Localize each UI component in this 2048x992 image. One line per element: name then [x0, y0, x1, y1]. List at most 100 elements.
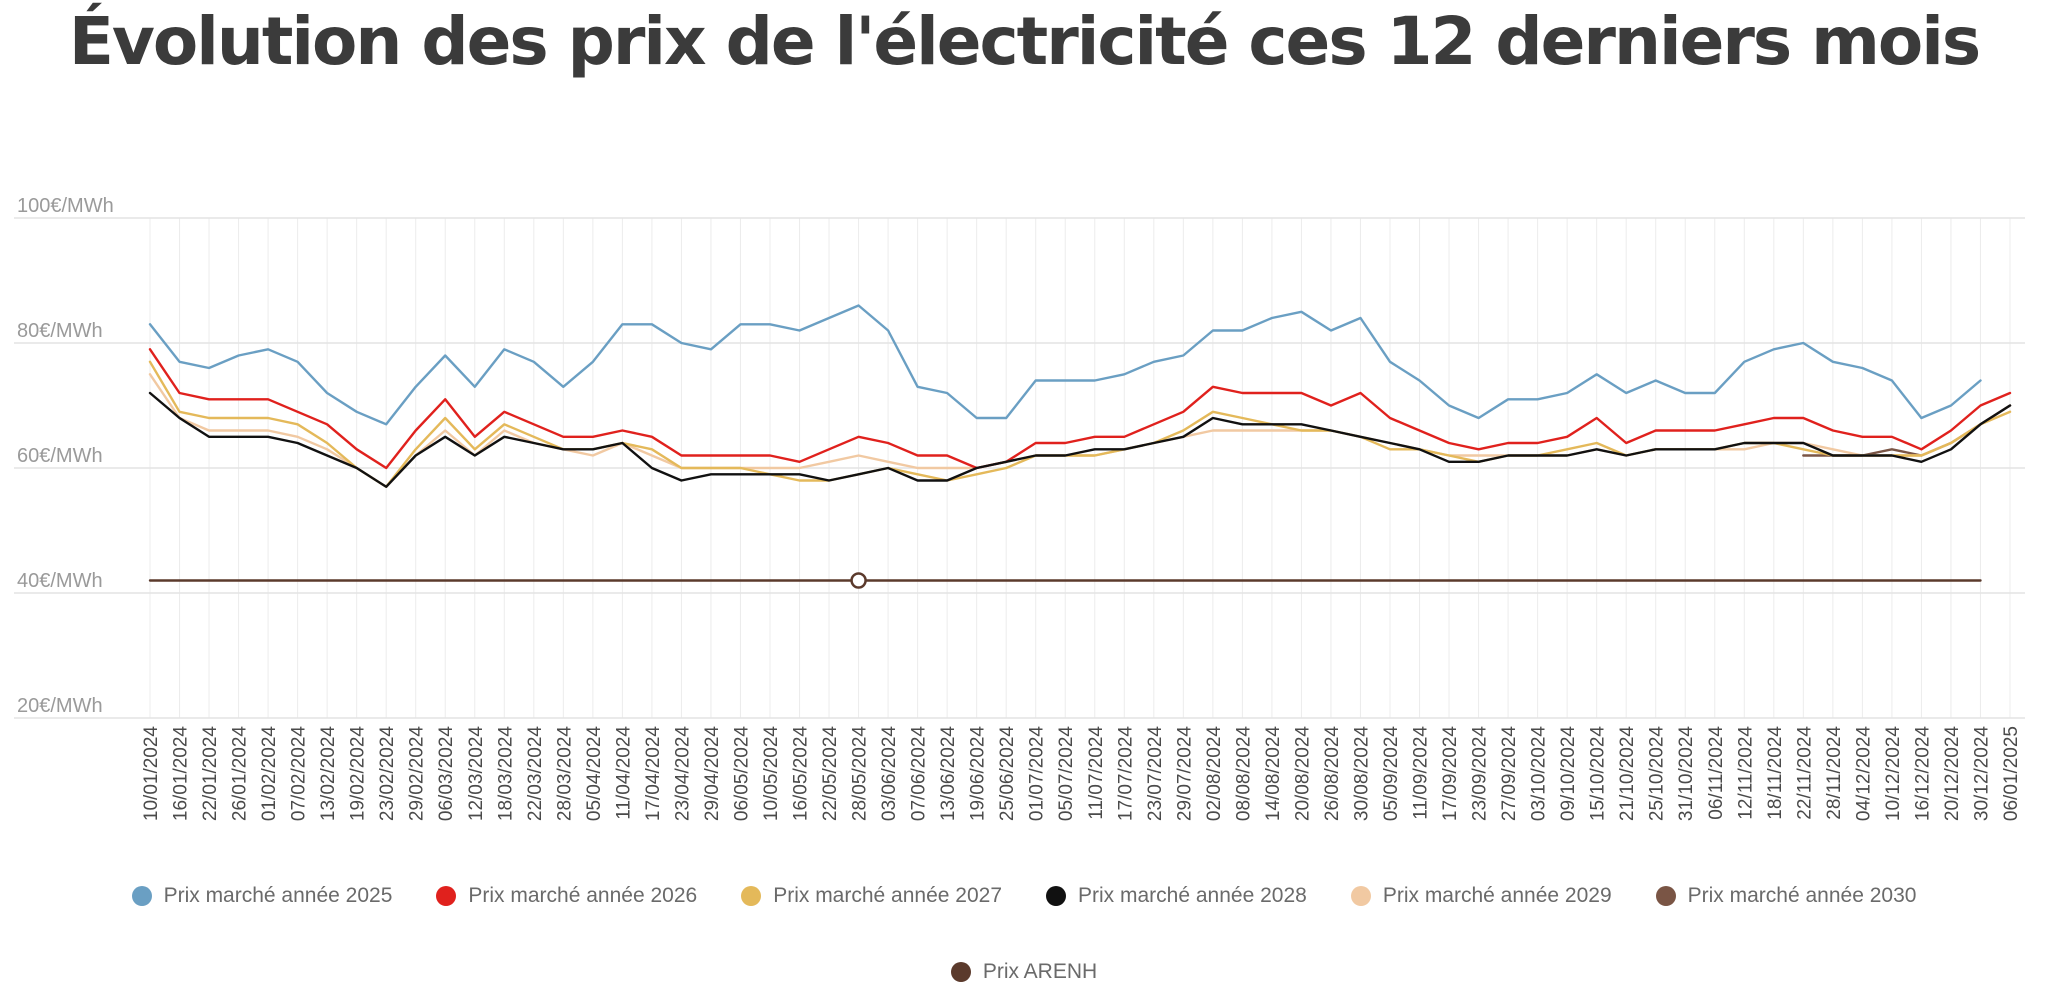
legend-item-5[interactable]: Prix marché année 2029 — [1350, 876, 1612, 916]
x-tick-label: 03/06/2024 — [879, 726, 900, 822]
series-lines — [148, 304, 2012, 582]
legend-dot-icon — [1655, 886, 1676, 906]
y-axis-ticks: 100€/MWh 80€/MWh 60€/MWh 40€/MWh 20€/MWh — [17, 195, 114, 717]
legend: Prix marché année 2025 Prix marché année … — [0, 876, 2048, 992]
x-tick-label: 29/07/2024 — [1174, 726, 1195, 822]
x-tick-label: 21/10/2024 — [1617, 726, 1638, 822]
x-tick-label: 16/05/2024 — [791, 726, 812, 822]
x-tick-label: 06/01/2025 — [2001, 726, 2022, 821]
x-tick-label: 29/04/2024 — [702, 726, 723, 822]
x-tick-label: 01/07/2024 — [1027, 726, 1048, 822]
x-tick-label: 06/03/2024 — [436, 726, 457, 822]
line-chart: 100€/MWh 80€/MWh 60€/MWh 40€/MWh 20€/MWh 10/… — [14, 195, 2025, 822]
x-tick-label: 30/12/2024 — [1971, 726, 1992, 822]
x-tick-label: 05/09/2024 — [1381, 726, 1402, 822]
x-tick-label: 05/04/2024 — [584, 726, 605, 822]
x-tick-label: 17/04/2024 — [643, 726, 664, 822]
legend-dot-icon — [741, 886, 762, 906]
legend-item-1[interactable]: Prix marché année 2025 — [131, 876, 393, 916]
x-tick-label: 23/04/2024 — [672, 726, 693, 822]
series-line-5[interactable] — [148, 373, 2012, 488]
legend-item-7[interactable]: Prix ARENH — [950, 952, 1098, 992]
legend-label: Prix marché année 2028 — [1078, 884, 1307, 907]
x-tick-label: 23/09/2024 — [1470, 726, 1491, 822]
legend-label: Prix marché année 2027 — [773, 884, 1002, 907]
y-tick-label: 80€/MWh — [17, 320, 103, 342]
legend-dot-icon — [1046, 886, 1066, 906]
x-tick-label: 22/01/2024 — [200, 726, 221, 822]
legend-dot-icon — [1350, 886, 1371, 906]
x-tick-label: 03/10/2024 — [1529, 726, 1550, 822]
x-tick-label: 28/11/2024 — [1824, 726, 1845, 820]
chart-title: Évolution des prix de l'électricité ces … — [68, 3, 1981, 80]
x-tick-label: 01/02/2024 — [259, 726, 280, 822]
x-tick-label: 10/05/2024 — [761, 726, 782, 822]
x-tick-label: 25/06/2024 — [997, 726, 1018, 822]
legend-item-2[interactable]: Prix marché année 2026 — [436, 876, 697, 916]
series-line-4[interactable] — [148, 391, 2012, 488]
x-axis-ticks: 10/01/2024 16/01/2024 22/01/2024 26/01/2024… — [141, 726, 2022, 822]
x-tick-label: 11/09/2024 — [1411, 726, 1432, 820]
x-tick-label: 13/06/2024 — [938, 726, 959, 822]
legend-label: Prix marché année 2029 — [1382, 884, 1612, 907]
arenh-point-marker[interactable] — [850, 572, 867, 589]
y-tick-label: 20€/MWh — [17, 695, 103, 717]
markers — [850, 572, 867, 589]
x-tick-label: 18/11/2024 — [1765, 726, 1786, 820]
x-tick-label: 12/03/2024 — [466, 726, 487, 822]
series-line-2[interactable] — [148, 348, 2012, 470]
x-tick-label: 17/07/2024 — [1115, 726, 1136, 822]
legend-item-3[interactable]: Prix marché année 2027 — [741, 876, 1002, 916]
x-tick-label: 10/01/2024 — [141, 726, 162, 822]
x-tick-label: 28/05/2024 — [850, 726, 871, 822]
x-tick-label: 14/08/2024 — [1263, 726, 1284, 822]
legend-label: Prix marché année 2030 — [1687, 884, 1917, 907]
x-tick-label: 22/03/2024 — [525, 726, 546, 822]
x-tick-label: 18/03/2024 — [495, 726, 516, 822]
x-tick-label: 28/03/2024 — [554, 726, 575, 822]
legend-dot-icon — [131, 886, 152, 906]
x-tick-label: 09/10/2024 — [1558, 726, 1579, 822]
x-tick-label: 19/06/2024 — [968, 726, 989, 822]
legend-dot-icon — [950, 962, 971, 982]
x-tick-label: 26/08/2024 — [1322, 726, 1343, 822]
x-tick-label: 10/12/2024 — [1883, 726, 1904, 822]
legend-label: Prix ARENH — [982, 960, 1098, 983]
x-tick-label: 02/08/2024 — [1204, 726, 1225, 822]
legend-label: Prix marché année 2025 — [163, 884, 393, 907]
horizontal-grid — [14, 217, 2025, 719]
y-tick-label: 40€/MWh — [17, 570, 103, 592]
x-tick-label: 30/08/2024 — [1351, 726, 1372, 822]
x-tick-label: 17/09/2024 — [1440, 726, 1461, 822]
x-tick-label: 05/07/2024 — [1056, 726, 1077, 822]
legend-label: Prix marché année 2026 — [468, 884, 698, 907]
series-line-1[interactable] — [148, 304, 1982, 426]
x-tick-label: 16/01/2024 — [171, 726, 192, 822]
y-tick-label: 60€/MWh — [17, 445, 103, 467]
legend-dot-icon — [436, 886, 457, 906]
x-tick-label: 06/05/2024 — [731, 726, 752, 822]
x-tick-label: 16/12/2024 — [1912, 726, 1933, 822]
x-tick-label: 22/11/2024 — [1794, 726, 1815, 820]
x-tick-label: 22/05/2024 — [820, 726, 841, 822]
legend-item-4[interactable]: Prix marché année 2028 — [1046, 876, 1307, 916]
x-tick-label: 23/02/2024 — [377, 726, 398, 822]
x-tick-label: 19/02/2024 — [348, 726, 369, 822]
x-tick-label: 31/10/2024 — [1676, 726, 1697, 822]
x-tick-label: 15/10/2024 — [1588, 726, 1609, 822]
x-tick-label: 13/02/2024 — [318, 726, 339, 822]
x-tick-label: 07/06/2024 — [909, 726, 930, 822]
y-tick-label: 100€/MWh — [17, 195, 114, 217]
x-tick-label: 04/12/2024 — [1853, 726, 1874, 822]
x-tick-label: 11/07/2024 — [1086, 726, 1107, 820]
x-tick-label: 20/08/2024 — [1292, 726, 1313, 822]
x-tick-label: 08/08/2024 — [1233, 726, 1254, 822]
x-tick-label: 26/01/2024 — [230, 726, 251, 822]
legend-item-6[interactable]: Prix marché année 2030 — [1655, 876, 1917, 916]
x-tick-label: 29/02/2024 — [407, 726, 428, 822]
x-tick-label: 12/11/2024 — [1735, 726, 1756, 820]
x-tick-label: 07/02/2024 — [289, 726, 310, 822]
x-tick-label: 23/07/2024 — [1145, 726, 1166, 822]
x-tick-label: 20/12/2024 — [1942, 726, 1963, 822]
x-tick-label: 27/09/2024 — [1499, 726, 1520, 822]
